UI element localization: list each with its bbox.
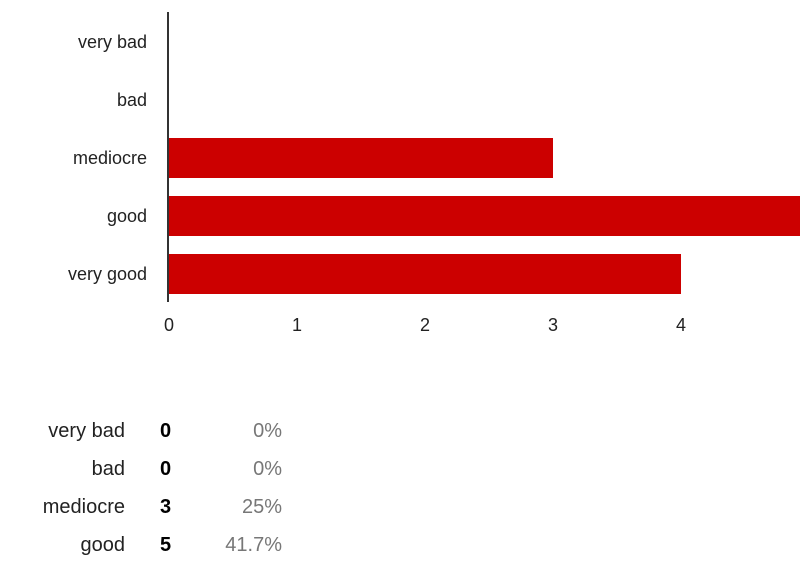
x-tick-label: 1 [292,315,302,335]
x-tick-label: 4 [676,315,686,335]
category-label: mediocre [73,148,147,168]
summary-count: 3 [160,496,172,518]
summary-label: mediocre [42,496,125,518]
category-labels: very bad bad mediocre good very good [68,32,147,284]
summary-label: bad [91,458,125,480]
bar-good [169,196,800,236]
bar-chart: very bad bad mediocre good very good 0 1 2 3 4 [68,12,800,335]
bars-group [169,138,800,294]
summary-table: very bad 0 0% bad 0 0% mediocre 3 25% go… [0,420,300,572]
summary-row: bad 0 0% [0,458,300,496]
summary-percent: 41.7% [225,534,282,556]
x-tick-label: 2 [420,315,430,335]
x-axis-ticks: 0 1 2 3 4 [164,315,686,335]
bar-very-good [169,254,681,294]
category-label: bad [117,90,147,110]
summary-count: 5 [160,534,172,556]
category-label: very bad [78,32,147,52]
summary-percent: 25% [241,496,282,518]
summary-label: very bad [48,420,125,442]
x-tick-label: 3 [548,315,558,335]
summary-row: good 5 41.7% [0,534,300,572]
summary-count: 0 [160,458,172,480]
summary-row: mediocre 3 25% [0,496,300,534]
bar-mediocre [169,138,553,178]
category-label: very good [68,264,147,284]
summary-percent: 0% [253,420,282,442]
summary-percent: 0% [253,458,282,480]
x-tick-label: 0 [164,315,174,335]
summary-row: very bad 0 0% [0,420,300,458]
summary-label: good [80,534,126,556]
summary-count: 0 [160,420,172,442]
category-label: good [107,206,147,226]
